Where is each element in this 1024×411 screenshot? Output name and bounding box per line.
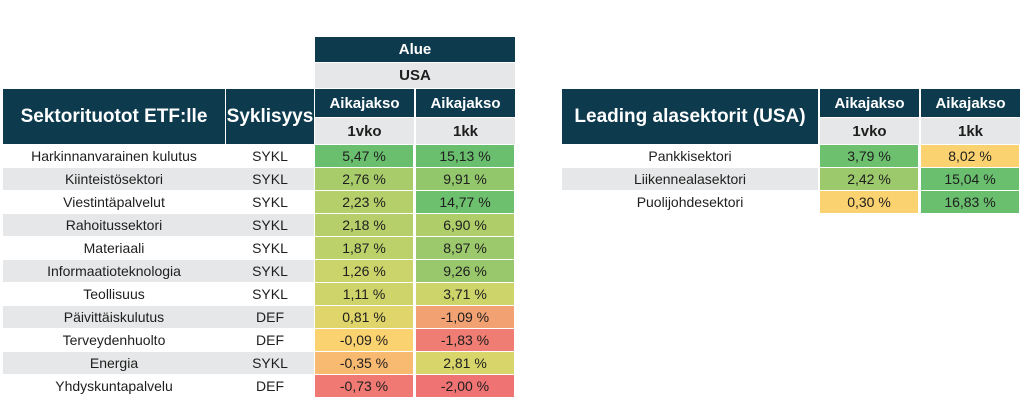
period-header-week: Aikajakso <box>315 89 414 117</box>
cyclicality-value: DEF <box>256 332 284 348</box>
row-stripe <box>3 306 314 328</box>
week-return: 2,76 % <box>315 168 414 190</box>
month-return: 16,83 % <box>921 191 1020 213</box>
sector-name: Energia <box>89 355 139 371</box>
subsector-name: Puolijohdesektori <box>636 194 744 210</box>
table-row: Kiinteistösektori SYKL 2,76 % 9,91 % <box>3 168 515 190</box>
month-return: 3,71 % <box>416 283 515 305</box>
table-row: Informaatioteknologia SYKL 1,26 % 9,26 % <box>3 260 515 282</box>
sector-name: Yhdyskuntapalvelu <box>55 378 173 394</box>
table-row: Materiaali SYKL 1,87 % 8,97 % <box>3 237 515 259</box>
table-row: Viestintäpalvelut SYKL 2,23 % 14,77 % <box>3 191 515 213</box>
month-return: 14,77 % <box>416 191 515 213</box>
sector-name: Harkinnanvarainen kulutus <box>31 148 197 164</box>
cyclicality-value: SYKL <box>252 148 288 164</box>
week-return: 3,79 % <box>820 145 919 167</box>
table-row: Päivittäiskulutus DEF 0,81 % -1,09 % <box>3 306 515 328</box>
week-return: 2,42 % <box>820 168 919 190</box>
subsector-name: Pankkisektori <box>648 148 732 164</box>
table-row: Yhdyskuntapalvelu DEF -0,73 % -2,00 % <box>3 375 515 397</box>
month-return: 9,26 % <box>416 260 515 282</box>
week-return: -0,73 % <box>315 375 414 397</box>
region-header: Alue <box>315 37 515 62</box>
month-return: 15,13 % <box>416 145 515 167</box>
cyclicality-value: SYKL <box>252 240 288 256</box>
cyclicality-value: SYKL <box>252 263 288 279</box>
cyclical-header: Syklisyys <box>226 89 314 144</box>
month-return: -2,00 % <box>416 375 515 397</box>
week-return: 1,11 % <box>315 283 414 305</box>
week-return: 5,47 % <box>315 145 414 167</box>
subsector-name: Liikennealasektori <box>633 171 747 187</box>
cyclicality-value: SYKL <box>252 355 288 371</box>
sector-name: Päivittäiskulutus <box>63 309 165 325</box>
month-return: 8,02 % <box>921 145 1020 167</box>
cyclicality-value: SYKL <box>252 217 288 233</box>
sector-name: Viestintäpalvelut <box>63 194 165 210</box>
month-return: -1,09 % <box>416 306 515 328</box>
table-row: Energia SYKL -0,35 % 2,81 % <box>3 352 515 374</box>
cyclicality-value: DEF <box>256 378 284 394</box>
period-month-label: 1kk <box>416 118 515 144</box>
week-return: 1,26 % <box>315 260 414 282</box>
sector-name: Teollisuus <box>83 286 145 302</box>
period-header-month: Aikajakso <box>416 89 515 117</box>
month-return: 6,90 % <box>416 214 515 236</box>
right-period-header-month: Aikajakso <box>921 89 1020 117</box>
week-return: 2,23 % <box>315 191 414 213</box>
row-stripe <box>3 168 314 190</box>
month-return: -1,83 % <box>416 329 515 351</box>
table-row: Liikennealasektori 2,42 % 15,04 % <box>562 168 1020 190</box>
week-return: 0,30 % <box>820 191 919 213</box>
month-return: 9,91 % <box>416 168 515 190</box>
sector-name: Terveydenhuolto <box>62 332 166 348</box>
week-return: -0,35 % <box>315 352 414 374</box>
row-stripe <box>3 352 314 374</box>
sector-name: Kiinteistösektori <box>64 171 164 187</box>
right-table-title: Leading alasektorit (USA) <box>562 89 818 144</box>
table-title: Sektorituotot ETF:lle <box>3 89 225 144</box>
table-row: Rahoitussektori SYKL 2,18 % 6,90 % <box>3 214 515 236</box>
week-return: -0,09 % <box>315 329 414 351</box>
cyclicality-value: SYKL <box>252 286 288 302</box>
table-row: Harkinnanvarainen kulutus SYKL 5,47 % 15,13… <box>3 145 515 167</box>
month-return: 8,97 % <box>416 237 515 259</box>
table-row: Puolijohdesektori 0,30 % 16,83 % <box>562 191 1020 213</box>
month-return: 15,04 % <box>921 168 1020 190</box>
sector-name: Rahoitussektori <box>65 217 163 233</box>
week-return: 0,81 % <box>315 306 414 328</box>
region-value: USA <box>315 63 515 88</box>
week-return: 2,18 % <box>315 214 414 236</box>
right-period-week-label: 1vko <box>820 118 919 144</box>
row-stripe <box>562 168 818 190</box>
row-stripe <box>3 214 314 236</box>
cyclicality-value: SYKL <box>252 171 288 187</box>
cyclicality-value: SYKL <box>252 194 288 210</box>
period-week-label: 1vko <box>315 118 414 144</box>
week-return: 1,87 % <box>315 237 414 259</box>
month-return: 2,81 % <box>416 352 515 374</box>
table-row: Terveydenhuolto DEF -0,09 % -1,83 % <box>3 329 515 351</box>
right-period-month-label: 1kk <box>921 118 1020 144</box>
cyclicality-value: DEF <box>256 309 284 325</box>
row-stripe <box>3 260 314 282</box>
sector-name: Informaatioteknologia <box>47 263 181 279</box>
table-row: Teollisuus SYKL 1,11 % 3,71 % <box>3 283 515 305</box>
right-period-header-week: Aikajakso <box>820 89 919 117</box>
table-row: Pankkisektori 3,79 % 8,02 % <box>562 145 1020 167</box>
sector-name: Materiaali <box>83 240 145 256</box>
